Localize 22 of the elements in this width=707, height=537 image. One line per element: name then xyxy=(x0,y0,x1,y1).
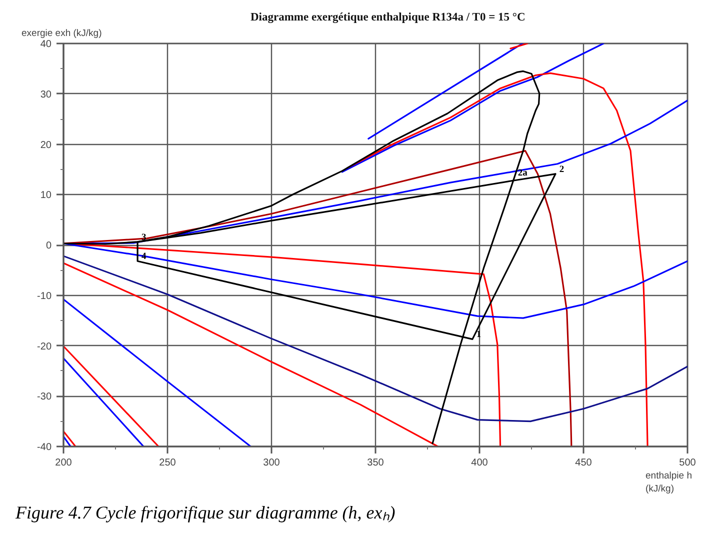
y-tick-label: 0 xyxy=(46,240,52,252)
y-axis-title: exergie exh (kJ/kg) xyxy=(22,28,102,39)
y-tick-label: -30 xyxy=(37,392,52,403)
x-tick-label: 500 xyxy=(679,458,696,468)
chart-title: Diagramme exergétique enthalpique R134a / T0 = 15 °C xyxy=(250,12,526,24)
caption: Figure 4.7 Cycle frigorifique sur diagramme (h, exₕ) xyxy=(14,502,396,522)
x-tick-label: 350 xyxy=(367,458,384,468)
y-tick-label: -40 xyxy=(37,442,52,453)
x-tick-label: 300 xyxy=(263,458,280,468)
annotation: 2 xyxy=(559,164,564,175)
y-tick-label: -20 xyxy=(37,341,52,352)
y-tick-label: 40 xyxy=(40,39,52,50)
x-tick-label: 250 xyxy=(159,458,176,468)
y-tick-label: 20 xyxy=(40,140,52,151)
y-tick-label: 30 xyxy=(40,89,52,100)
x-tick-label: 450 xyxy=(575,458,592,468)
y-tick-label: -10 xyxy=(37,290,52,302)
x-tick-label: 200 xyxy=(55,458,72,468)
x-axis-title: enthalpie h (kJ/kg) xyxy=(646,470,692,494)
y-tick-label: 10 xyxy=(40,190,52,202)
x-tick-label: 400 xyxy=(471,458,488,468)
annotation: 2a xyxy=(518,168,528,179)
